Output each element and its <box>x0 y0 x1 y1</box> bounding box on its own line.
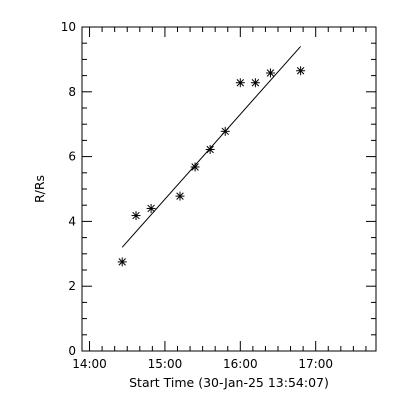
data-point <box>220 126 230 136</box>
x-tick-label: 17:00 <box>298 357 333 371</box>
data-point <box>250 78 260 88</box>
y-tick-label: 4 <box>68 214 76 228</box>
data-point <box>235 78 245 88</box>
fit-line <box>121 46 301 248</box>
data-point <box>131 211 141 221</box>
y-tick-label: 8 <box>68 85 76 99</box>
y-tick-label: 2 <box>68 279 76 293</box>
data-point <box>296 66 306 76</box>
data-point <box>190 162 200 172</box>
y-tick-labels: 0 2 4 6 8 10 <box>61 20 76 358</box>
major-ticks <box>82 26 376 352</box>
plot-frame <box>81 26 377 352</box>
data-point <box>205 144 215 154</box>
x-tick-label: 14:00 <box>72 357 107 371</box>
y-tick-label: 6 <box>68 150 76 164</box>
data-point <box>146 203 156 213</box>
data-point <box>117 257 127 267</box>
data-points <box>117 66 306 267</box>
x-axis-label: Start Time (30-Jan-25 13:54:07) <box>129 375 329 390</box>
minor-ticks <box>82 27 376 351</box>
data-point <box>265 68 275 78</box>
y-tick-label: 10 <box>61 20 76 34</box>
x-tick-labels: 14:00 15:00 16:00 17:00 <box>72 357 333 371</box>
x-tick-label: 16:00 <box>223 357 258 371</box>
y-tick-label: 0 <box>68 344 76 358</box>
x-tick-label: 15:00 <box>148 357 183 371</box>
data-point <box>175 191 185 201</box>
y-axis-label: R/Rs <box>32 175 47 203</box>
